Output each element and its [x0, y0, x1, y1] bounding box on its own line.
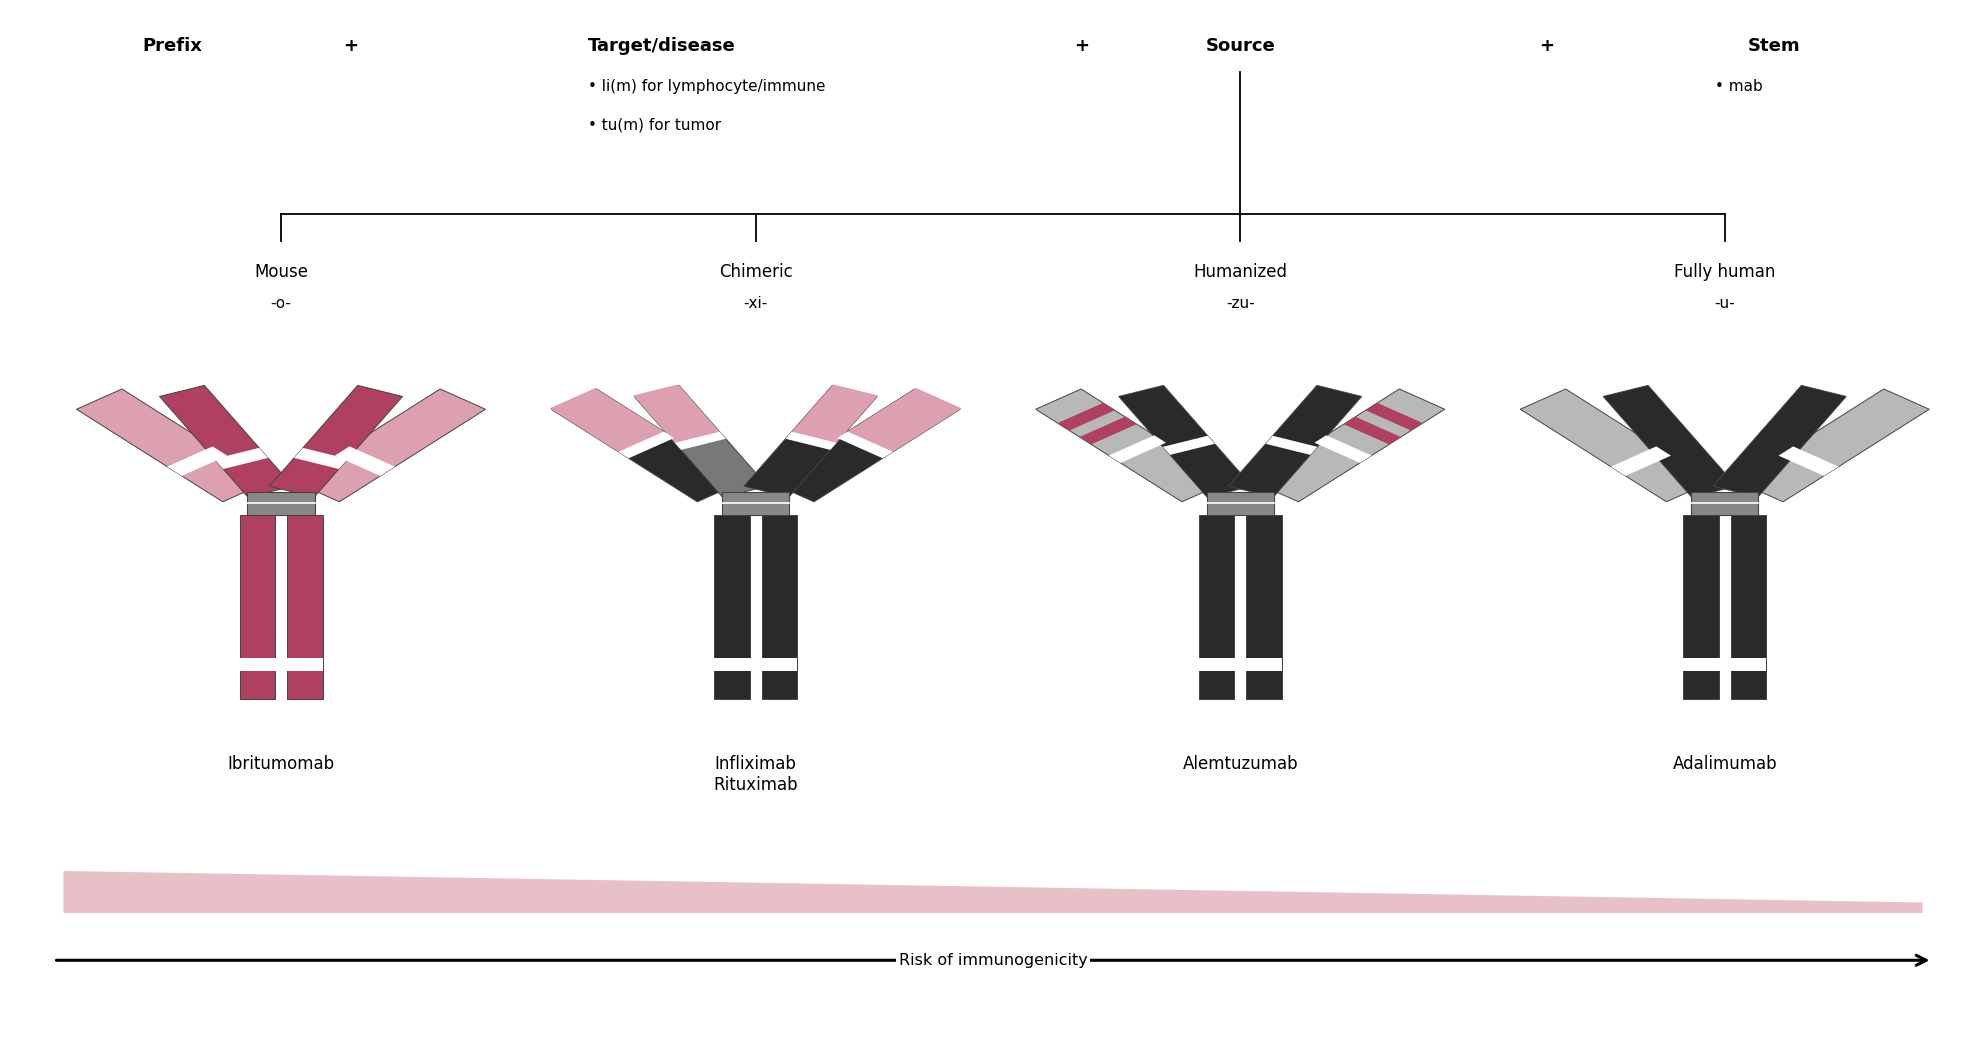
- Bar: [1245, 515, 1281, 699]
- Polygon shape: [1345, 417, 1400, 445]
- Polygon shape: [159, 385, 292, 498]
- Bar: [1200, 515, 1233, 699]
- Polygon shape: [167, 447, 226, 475]
- Text: Source: Source: [1206, 37, 1275, 55]
- Polygon shape: [64, 870, 1922, 913]
- Polygon shape: [1035, 389, 1227, 502]
- Polygon shape: [1315, 435, 1372, 463]
- Bar: [1200, 659, 1281, 671]
- Text: Chimeric: Chimeric: [719, 263, 792, 281]
- Bar: [761, 515, 796, 699]
- Polygon shape: [1253, 389, 1444, 502]
- Polygon shape: [1108, 435, 1166, 463]
- Polygon shape: [634, 384, 723, 447]
- Text: Humanized: Humanized: [1194, 263, 1287, 281]
- Polygon shape: [675, 432, 725, 450]
- Text: +: +: [344, 37, 357, 55]
- Text: Stem: Stem: [1748, 37, 1801, 55]
- Bar: [1207, 491, 1273, 515]
- Polygon shape: [1714, 385, 1847, 498]
- Bar: [715, 659, 796, 671]
- Bar: [723, 491, 788, 515]
- Bar: [240, 659, 322, 671]
- Text: Mouse: Mouse: [254, 263, 308, 281]
- Polygon shape: [786, 432, 836, 450]
- Polygon shape: [634, 385, 767, 498]
- Polygon shape: [552, 389, 743, 502]
- Bar: [715, 515, 751, 699]
- Bar: [1684, 659, 1766, 671]
- Polygon shape: [336, 447, 395, 475]
- Polygon shape: [1779, 447, 1839, 475]
- Polygon shape: [838, 432, 894, 459]
- Polygon shape: [294, 448, 348, 469]
- Polygon shape: [1738, 389, 1928, 502]
- Text: Ibritumomab: Ibritumomab: [228, 755, 334, 773]
- Polygon shape: [745, 385, 878, 498]
- Polygon shape: [1164, 435, 1215, 455]
- Bar: [1730, 515, 1766, 699]
- Polygon shape: [1118, 385, 1251, 498]
- Polygon shape: [1265, 435, 1317, 455]
- Bar: [286, 515, 322, 699]
- Text: -zu-: -zu-: [1225, 297, 1255, 311]
- Polygon shape: [1059, 402, 1114, 431]
- Text: • tu(m) for tumor: • tu(m) for tumor: [588, 118, 721, 132]
- Text: Alemtuzumab: Alemtuzumab: [1182, 755, 1299, 773]
- Text: +: +: [1539, 37, 1555, 55]
- Text: Prefix: Prefix: [143, 37, 203, 55]
- Polygon shape: [788, 384, 878, 447]
- Polygon shape: [1080, 417, 1136, 445]
- Polygon shape: [618, 432, 673, 459]
- Polygon shape: [1603, 385, 1736, 498]
- Text: +: +: [1074, 37, 1090, 55]
- Polygon shape: [842, 388, 961, 455]
- Polygon shape: [1366, 402, 1422, 431]
- Polygon shape: [1611, 447, 1670, 475]
- Text: Adalimumab: Adalimumab: [1672, 755, 1777, 773]
- Text: • mab: • mab: [1714, 78, 1764, 93]
- Text: -o-: -o-: [270, 297, 292, 311]
- Polygon shape: [294, 389, 485, 502]
- Polygon shape: [1229, 385, 1362, 498]
- Text: Infliximab
Rituximab: Infliximab Rituximab: [713, 755, 798, 794]
- Bar: [1684, 515, 1718, 699]
- Text: -u-: -u-: [1714, 297, 1736, 311]
- Text: Fully human: Fully human: [1674, 263, 1775, 281]
- Polygon shape: [214, 448, 268, 469]
- Polygon shape: [550, 388, 669, 455]
- Bar: [248, 491, 314, 515]
- Text: -xi-: -xi-: [743, 297, 769, 311]
- Bar: [240, 515, 276, 699]
- Polygon shape: [77, 389, 268, 502]
- Polygon shape: [769, 389, 959, 502]
- Text: • li(m) for lymphocyte/immune: • li(m) for lymphocyte/immune: [588, 78, 824, 93]
- Text: Risk of immunogenicity: Risk of immunogenicity: [898, 953, 1088, 968]
- Text: Target/disease: Target/disease: [588, 37, 735, 55]
- Polygon shape: [270, 385, 403, 498]
- Bar: [1692, 491, 1758, 515]
- Polygon shape: [1519, 389, 1712, 502]
